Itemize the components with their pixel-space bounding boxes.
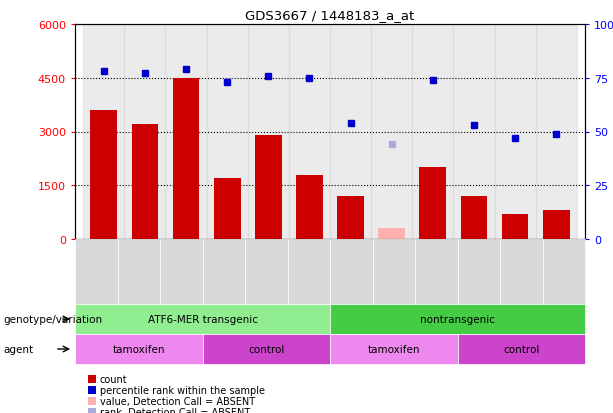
Bar xyxy=(337,197,364,240)
Bar xyxy=(166,25,207,240)
Bar xyxy=(495,25,536,240)
Bar xyxy=(83,25,124,240)
Bar xyxy=(413,25,454,240)
Text: count: count xyxy=(100,374,128,384)
Bar xyxy=(202,240,245,304)
Bar xyxy=(202,334,330,364)
Bar xyxy=(454,25,495,240)
Bar xyxy=(88,397,96,405)
Bar xyxy=(457,334,585,364)
Text: ATF6-MER transgenic: ATF6-MER transgenic xyxy=(148,314,257,324)
Bar xyxy=(214,179,240,240)
Bar xyxy=(501,214,528,240)
Text: tamoxifen: tamoxifen xyxy=(368,344,420,354)
Bar xyxy=(75,240,118,304)
Bar xyxy=(88,408,96,413)
Bar xyxy=(543,240,585,304)
Bar xyxy=(255,136,281,240)
Bar xyxy=(289,25,330,240)
Bar xyxy=(500,240,543,304)
Bar xyxy=(330,334,457,364)
Bar xyxy=(124,25,166,240)
Text: percentile rank within the sample: percentile rank within the sample xyxy=(100,385,265,395)
Bar xyxy=(419,168,446,240)
Bar xyxy=(457,240,500,304)
Bar xyxy=(371,25,413,240)
Bar xyxy=(296,175,323,240)
Text: nontransgenic: nontransgenic xyxy=(420,314,495,324)
Bar xyxy=(207,25,248,240)
Bar xyxy=(91,111,117,240)
Bar xyxy=(75,304,330,334)
Text: control: control xyxy=(503,344,539,354)
Bar xyxy=(330,25,371,240)
Title: GDS3667 / 1448183_a_at: GDS3667 / 1448183_a_at xyxy=(245,9,414,22)
Bar xyxy=(88,386,96,394)
Bar xyxy=(373,240,415,304)
Bar xyxy=(415,240,457,304)
Text: rank, Detection Call = ABSENT: rank, Detection Call = ABSENT xyxy=(100,407,250,413)
Bar xyxy=(160,240,202,304)
Text: tamoxifen: tamoxifen xyxy=(113,344,165,354)
Text: control: control xyxy=(248,344,284,354)
Bar xyxy=(245,240,287,304)
Bar xyxy=(248,25,289,240)
Bar xyxy=(330,240,373,304)
Bar xyxy=(543,211,569,240)
Bar xyxy=(118,240,160,304)
Bar xyxy=(75,334,202,364)
Bar xyxy=(88,375,96,383)
Bar xyxy=(378,229,405,240)
Bar xyxy=(460,197,487,240)
Bar xyxy=(173,78,199,240)
Text: agent: agent xyxy=(3,344,33,354)
Bar xyxy=(287,240,330,304)
Bar xyxy=(330,304,585,334)
Text: genotype/variation: genotype/variation xyxy=(3,314,102,324)
Bar xyxy=(536,25,577,240)
Bar xyxy=(132,125,158,240)
Text: value, Detection Call = ABSENT: value, Detection Call = ABSENT xyxy=(100,396,255,406)
